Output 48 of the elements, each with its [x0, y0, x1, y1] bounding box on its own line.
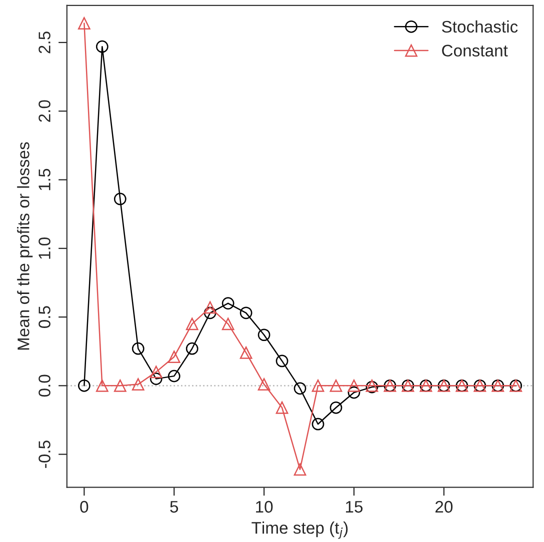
- x-tick-label: 15: [346, 501, 363, 513]
- point: [150, 366, 162, 378]
- x-tick-label: 5: [170, 501, 178, 513]
- point: [348, 379, 360, 392]
- legend-label: Stochastic: [442, 20, 518, 33]
- point: [186, 342, 198, 355]
- point: [240, 346, 252, 359]
- point: [258, 328, 270, 342]
- point: [312, 418, 324, 430]
- y-axis-title: Mean of the profits or losses: [17, 142, 33, 350]
- y-tick-label: 2.0: [38, 100, 50, 122]
- point: [330, 379, 342, 392]
- point: [294, 463, 306, 476]
- point: [78, 379, 90, 392]
- point: [240, 306, 252, 320]
- point: [114, 192, 126, 206]
- point: [96, 379, 108, 392]
- point: [258, 378, 270, 390]
- point: [330, 401, 342, 414]
- point: [276, 401, 288, 414]
- legend-label: Constant: [442, 44, 508, 57]
- point: [168, 350, 180, 364]
- point: [204, 306, 216, 320]
- point: [132, 378, 144, 390]
- point: [204, 301, 216, 314]
- point: [276, 354, 288, 368]
- y-tick-label: 0.5: [38, 306, 50, 328]
- y-tick-label: 1.5: [38, 168, 50, 190]
- y-tick-label: 0.0: [38, 374, 50, 397]
- point: [294, 382, 306, 395]
- point: [96, 40, 108, 53]
- point: [222, 318, 234, 330]
- y-tick-label: -0.5: [38, 440, 50, 468]
- point: [348, 386, 360, 399]
- point: [114, 379, 126, 392]
- y-tick-label: 1.0: [38, 237, 50, 259]
- point: [222, 297, 234, 310]
- x-tick-label: 20: [435, 500, 453, 513]
- x-tick-label: 10: [256, 500, 273, 513]
- point: [150, 372, 162, 385]
- point: [186, 318, 198, 330]
- x-tick-label: 0: [80, 500, 88, 513]
- y-tick-label: 2.5: [38, 32, 50, 54]
- point: [78, 17, 90, 30]
- point: [312, 379, 324, 392]
- point: [132, 342, 144, 355]
- point: [168, 370, 180, 382]
- x-axis-title: Time step (t$_{j}$): [252, 522, 348, 539]
